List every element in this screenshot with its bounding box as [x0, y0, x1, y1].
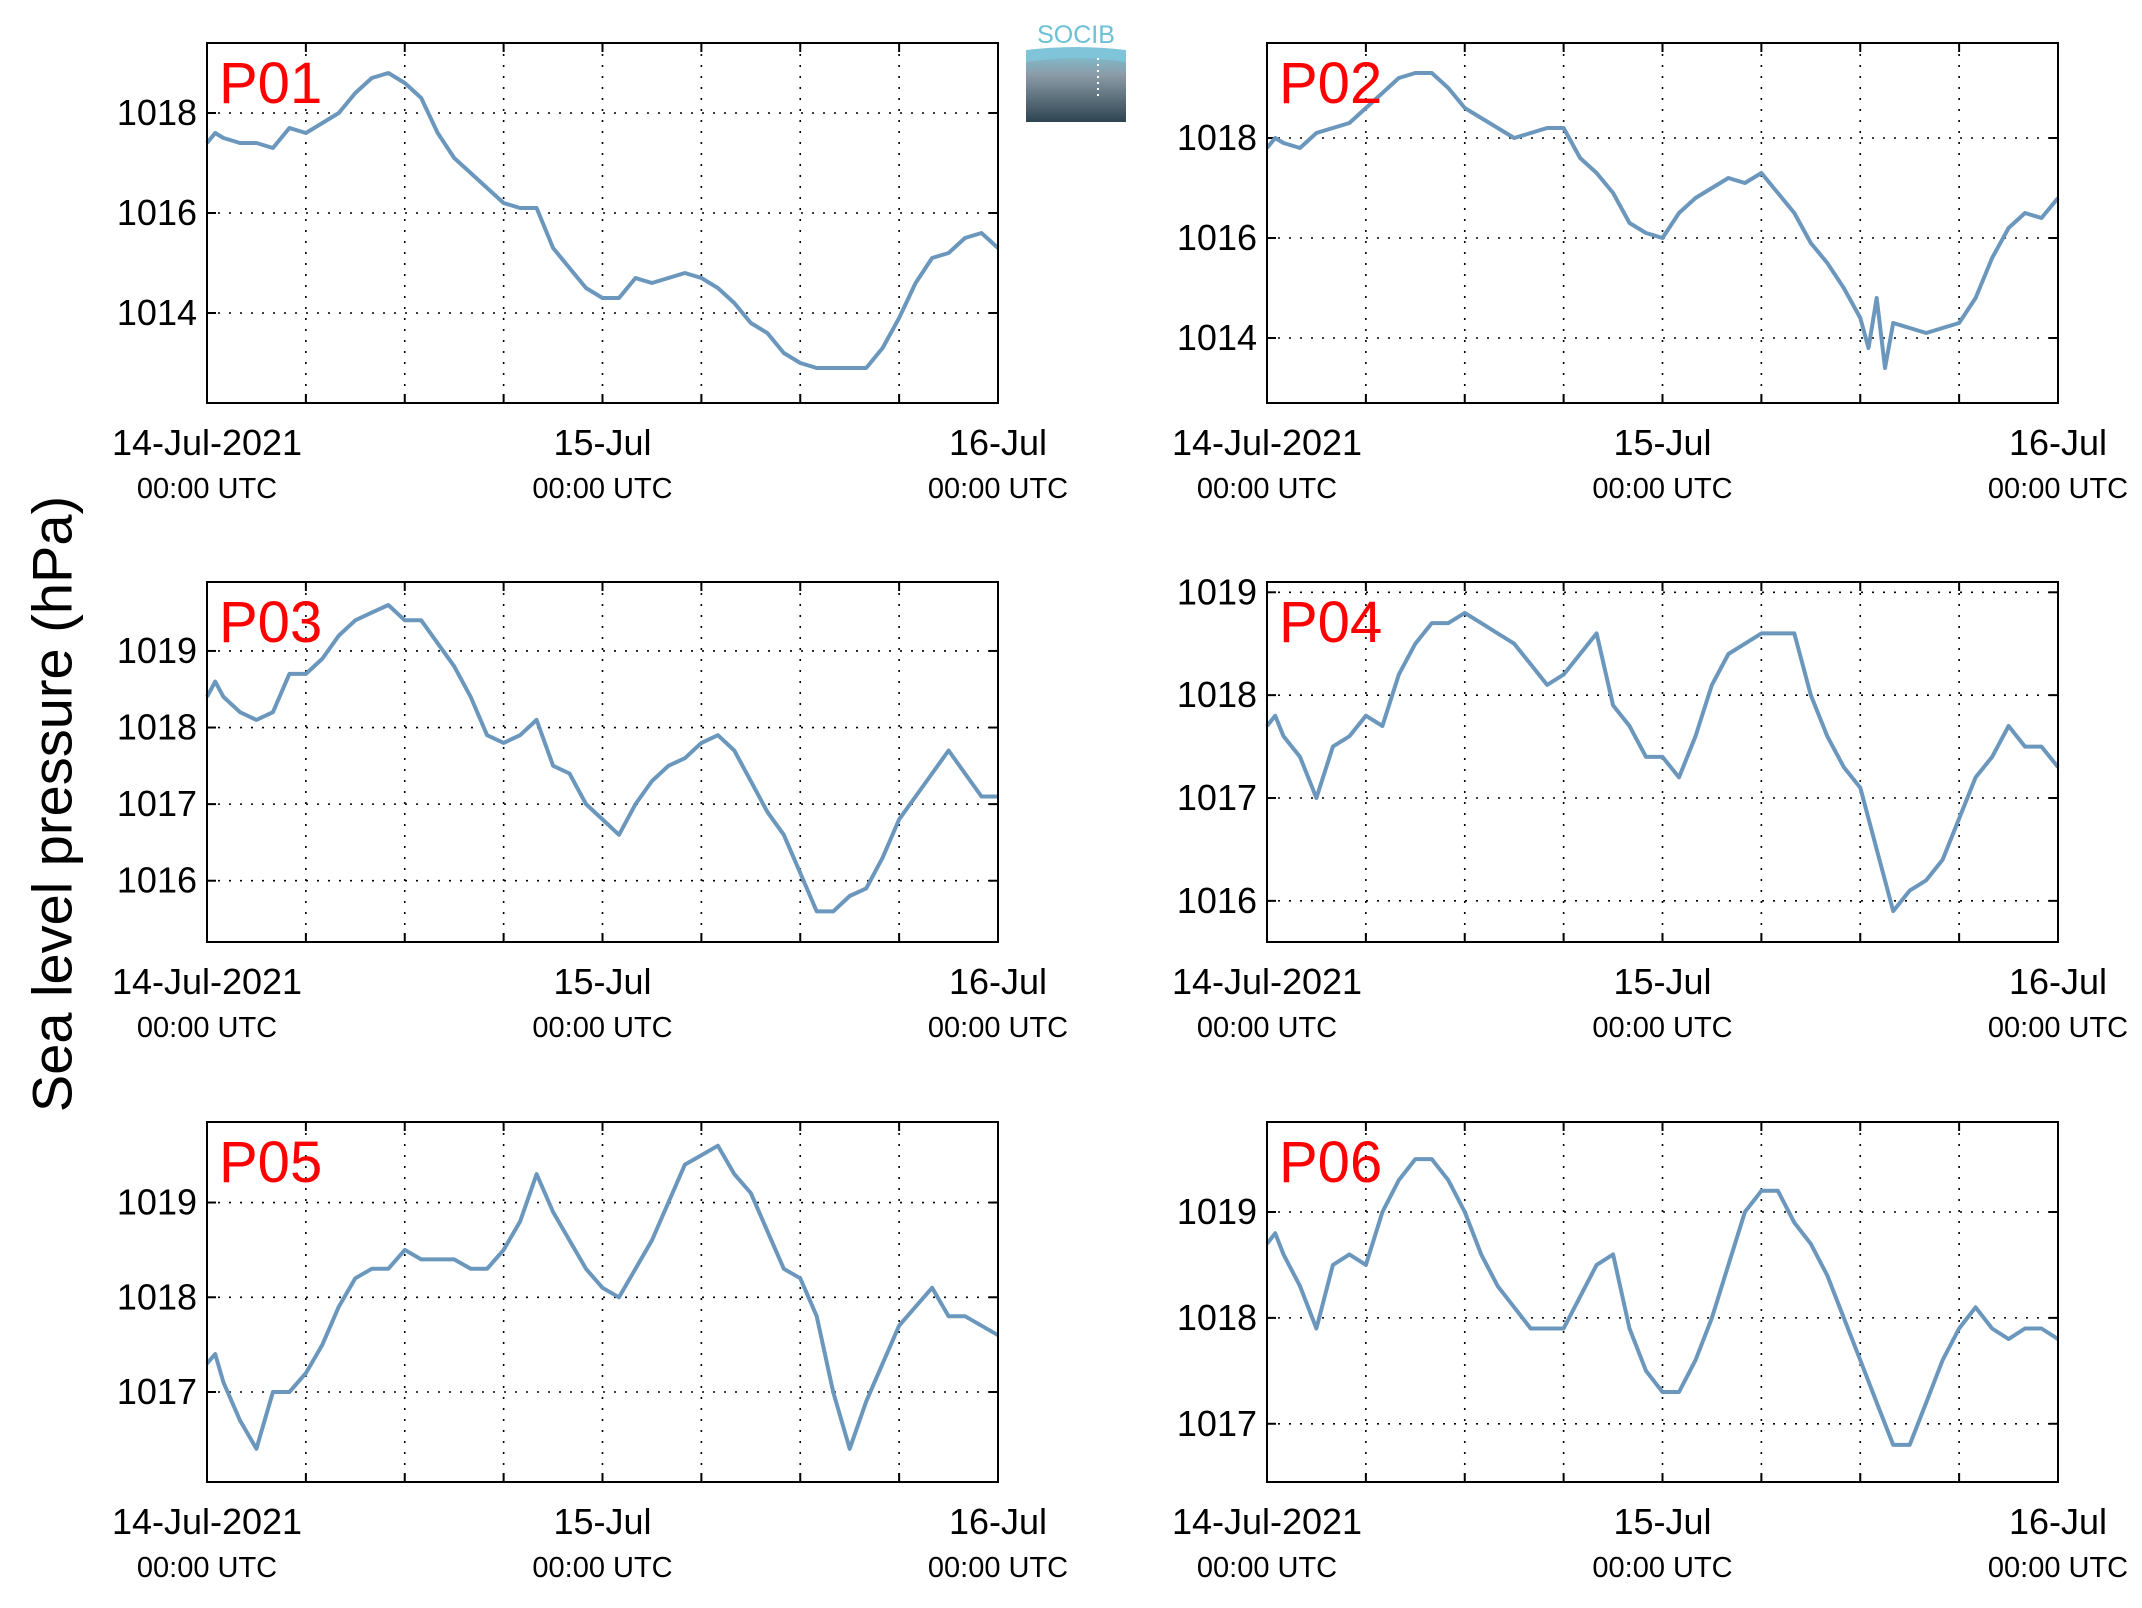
axes-frame	[1266, 1121, 2059, 1483]
series-line-4	[1265, 610, 2060, 914]
x-tick-label-date: 14-Jul-2021	[112, 1501, 302, 1542]
y-tick-label: 1019	[117, 630, 197, 671]
socib-logo-graphic: SOCIB	[1026, 21, 1126, 122]
x-tick-label-time: 00:00 UTC	[1197, 473, 1337, 505]
y-tick-label: 1017	[117, 1371, 197, 1412]
y-tick-label: 1019	[1177, 1191, 1257, 1232]
y-tick-label: 1016	[1177, 217, 1257, 258]
series-line-3	[205, 603, 998, 914]
x-tick-label-time: 00:00 UTC	[532, 1012, 672, 1044]
panel-2: 1014 1016 1018 14-Jul-2021 00:00 UTC 15-Jul 00…	[1172, 42, 2128, 505]
y-tick-label: 1016	[1177, 880, 1257, 921]
y-tick-label: 1018	[117, 1276, 197, 1317]
x-tick-label-time: 00:00 UTC	[928, 1552, 1068, 1584]
x-tick-label-time: 00:00 UTC	[1197, 1012, 1337, 1044]
axes-frame	[206, 42, 999, 404]
series-line-5	[205, 1143, 999, 1451]
y-tick-label: 1018	[1177, 117, 1257, 158]
series-line-6	[1265, 1157, 2060, 1447]
series-line-2	[1265, 71, 2060, 370]
x-tick-label-time: 00:00 UTC	[1988, 1552, 2128, 1584]
y-tick-label: 1017	[1177, 1403, 1257, 1444]
panel-title: P06	[1279, 1130, 1382, 1195]
x-tick-label-time: 00:00 UTC	[1988, 473, 2128, 505]
x-tick-label-date: 14-Jul-2021	[112, 422, 302, 463]
x-tick-label-date: 16-Jul	[949, 1501, 1047, 1542]
axes-frame	[206, 1121, 999, 1483]
x-tick-label-date: 16-Jul	[949, 422, 1047, 463]
x-tick-label-date: 16-Jul	[2009, 961, 2107, 1002]
axes-frame	[206, 581, 999, 943]
x-tick-label-date: 15-Jul	[553, 422, 651, 463]
panel-1: 1014 1016 1018 14-Jul-2021 00:00 UTC 15-Jul 00…	[112, 42, 1068, 505]
logo-wave	[1026, 47, 1126, 62]
y-tick-label: 1016	[117, 192, 197, 233]
y-tick-label: 1018	[117, 707, 197, 748]
x-tick-label-time: 00:00 UTC	[137, 473, 277, 505]
y-tick-label: 1019	[1177, 571, 1257, 612]
x-tick-label-date: 16-Jul	[2009, 1501, 2107, 1542]
y-tick-label: 1018	[1177, 1297, 1257, 1338]
panel-3: 1016 1017 1018 1019 14-Jul-2021 00:00 UTC 15-J…	[112, 581, 1068, 1044]
x-tick-label-date: 16-Jul	[949, 961, 1047, 1002]
y-tick-label: 1014	[1177, 317, 1257, 358]
y-tick-label: 1019	[117, 1182, 197, 1223]
x-tick-label-date: 15-Jul	[1613, 422, 1711, 463]
panel-4: 1016 1017 1018 1019 14-Jul-2021 00:00 UTC 15-J…	[1172, 571, 2128, 1044]
y-tick-label: 1014	[117, 292, 197, 333]
panel-5: 1017 1018 1019 14-Jul-2021 00:00 UTC 15-Jul 00…	[112, 1121, 1068, 1584]
x-tick-label-date: 14-Jul-2021	[1172, 1501, 1362, 1542]
x-tick-label-time: 00:00 UTC	[928, 1012, 1068, 1044]
y-tick-label: 1018	[117, 92, 197, 133]
x-tick-label-time: 00:00 UTC	[1988, 1012, 2128, 1044]
x-tick-label-time: 00:00 UTC	[137, 1552, 277, 1584]
x-tick-label-date: 15-Jul	[553, 1501, 651, 1542]
panel-6: 1017 1018 1019 14-Jul-2021 00:00 UTC 15-Jul 00…	[1172, 1121, 2128, 1584]
x-tick-label-time: 00:00 UTC	[928, 473, 1068, 505]
panel-title: P02	[1279, 51, 1382, 116]
x-tick-label-date: 15-Jul	[1613, 961, 1711, 1002]
series-line-1	[205, 71, 1000, 370]
x-tick-label-time: 00:00 UTC	[1592, 473, 1732, 505]
x-tick-label-time: 00:00 UTC	[1197, 1552, 1337, 1584]
y-tick-label: 1017	[117, 783, 197, 824]
x-tick-label-time: 00:00 UTC	[532, 473, 672, 505]
panel-title: P05	[219, 1130, 322, 1195]
y-tick-label: 1018	[1177, 674, 1257, 715]
axes-frame	[1266, 581, 2059, 943]
x-tick-label-date: 15-Jul	[1613, 1501, 1711, 1542]
panel-title: P01	[219, 51, 322, 116]
x-tick-label-date: 14-Jul-2021	[1172, 961, 1362, 1002]
x-tick-label-time: 00:00 UTC	[1592, 1012, 1732, 1044]
x-tick-label-time: 00:00 UTC	[1592, 1552, 1732, 1584]
logo-text: SOCIB	[1037, 21, 1115, 49]
x-tick-label-time: 00:00 UTC	[137, 1012, 277, 1044]
panel-title: P03	[219, 590, 322, 655]
x-tick-label-date: 15-Jul	[553, 961, 651, 1002]
panel-title: P04	[1279, 590, 1382, 655]
axes-frame	[1266, 42, 2059, 404]
x-tick-label-date: 16-Jul	[2009, 422, 2107, 463]
x-tick-label-date: 14-Jul-2021	[112, 961, 302, 1002]
logo-gradient-block	[1026, 50, 1126, 122]
y-tick-label: 1016	[117, 860, 197, 901]
x-tick-label-time: 00:00 UTC	[532, 1552, 672, 1584]
x-tick-label-date: 14-Jul-2021	[1172, 422, 1362, 463]
y-tick-label: 1017	[1177, 777, 1257, 818]
socib-logo: SOCIB	[1026, 18, 1126, 122]
